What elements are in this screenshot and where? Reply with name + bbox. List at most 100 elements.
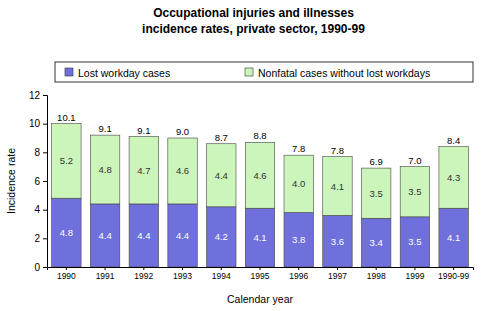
data-label: 4.1 <box>447 232 460 243</box>
x-tick-label: 1990 <box>57 271 76 281</box>
bar-segment <box>129 137 158 204</box>
data-label: 4.4 <box>137 230 150 241</box>
x-tick: 1992 <box>134 267 153 281</box>
x-tick-mark <box>105 267 106 270</box>
bar-segment <box>207 207 236 267</box>
x-tick-label: 1991 <box>96 271 115 281</box>
y-tick-label: 12 <box>29 90 41 101</box>
x-tick-label: 1994 <box>212 271 231 281</box>
bar-segment <box>361 218 390 267</box>
x-tick: 1991 <box>96 267 115 281</box>
y-tick-mark <box>43 124 47 125</box>
y-tick-label: 4 <box>34 204 40 215</box>
y-tick-mark <box>43 267 47 268</box>
x-tick-mark <box>66 267 67 270</box>
total-label: 7.8 <box>292 143 305 154</box>
bar-segment <box>90 135 119 204</box>
y-tick: 4 <box>34 204 47 215</box>
chart: Occupational injuries and illnessesincid… <box>0 0 487 311</box>
y-axis: 0 2 4 6 8 10 12 <box>29 90 48 273</box>
legend-label: Nonfatal cases without lost workdays <box>258 67 430 79</box>
x-tick-label: 1990-99 <box>438 271 469 281</box>
y-tick: 10 <box>29 118 47 129</box>
plot: 4.84.44.44.44.24.13.83.63.43.54.15.24.84… <box>29 90 474 281</box>
y-tick-label: 8 <box>34 147 40 158</box>
x-tick: 1993 <box>173 267 192 281</box>
y-tick-label: 6 <box>34 176 40 187</box>
bar-segment <box>245 208 274 267</box>
legend-box <box>55 62 473 82</box>
bar-segment <box>129 204 158 267</box>
bar-segment <box>284 155 313 212</box>
y-tick: 6 <box>34 176 47 187</box>
total-label: 9.1 <box>137 125 150 136</box>
data-label: 4.7 <box>137 165 150 176</box>
data-label: 4.1 <box>253 232 266 243</box>
bars <box>52 124 469 267</box>
bar-segment <box>168 138 197 204</box>
x-tick: 1998 <box>367 267 386 281</box>
bar-segment <box>323 215 352 267</box>
y-tick: 2 <box>34 233 47 244</box>
data-labels: 4.84.44.44.44.24.13.83.63.43.54.15.24.84… <box>57 112 460 248</box>
data-label: 4.1 <box>331 181 344 192</box>
x-tick: 1994 <box>212 267 231 281</box>
data-label: 4.3 <box>447 172 460 183</box>
total-label: 9.0 <box>176 126 189 137</box>
y-tick: 0 <box>34 262 47 273</box>
data-label: 4.4 <box>98 230 111 241</box>
legend: Lost workday casesNonfatal cases without… <box>55 62 473 82</box>
total-label: 7.8 <box>331 145 344 156</box>
x-tick-label: 1997 <box>328 271 347 281</box>
y-tick-label: 10 <box>29 118 41 129</box>
x-tick-label: 1998 <box>367 271 386 281</box>
data-label: 4.0 <box>292 178 305 189</box>
bar-segment <box>90 204 119 267</box>
total-label: 8.4 <box>447 135 460 146</box>
bar-segment <box>284 213 313 267</box>
y-tick: 12 <box>29 90 47 101</box>
data-label: 3.6 <box>331 236 344 247</box>
data-label: 4.8 <box>60 227 73 238</box>
bar-segment <box>52 198 81 267</box>
x-tick-mark <box>221 267 222 270</box>
y-tick-mark <box>43 210 47 211</box>
x-tick: 1995 <box>251 267 270 281</box>
y-tick-mark <box>43 95 47 96</box>
data-label: 3.5 <box>408 236 421 247</box>
y-axis-title: Incidence rate <box>5 148 17 214</box>
total-label: 8.8 <box>253 130 266 141</box>
data-label: 5.2 <box>60 155 73 166</box>
bar-segment <box>361 168 390 218</box>
x-tick-mark <box>260 267 261 270</box>
total-label: 10.1 <box>57 112 75 123</box>
y-tick-mark <box>43 238 47 239</box>
bar-segment <box>52 124 81 199</box>
total-label: 9.1 <box>98 123 111 134</box>
x-tick-mark <box>337 267 338 270</box>
x-tick-mark <box>376 267 377 270</box>
data-label: 4.4 <box>176 230 189 241</box>
total-label: 7.0 <box>408 155 421 166</box>
data-label: 4.4 <box>215 170 228 181</box>
bar-segment <box>400 217 429 267</box>
x-tick-mark <box>143 267 144 270</box>
data-label: 3.5 <box>408 186 421 197</box>
data-label: 3.8 <box>292 234 305 245</box>
x-tick-label: 1999 <box>405 271 424 281</box>
x-tick-label: 1995 <box>251 271 270 281</box>
y-axis-line <box>43 96 48 268</box>
y-tick-label: 2 <box>34 233 40 244</box>
x-tick: 1990-99 <box>438 267 469 281</box>
x-axis-title: Calendar year <box>227 293 293 305</box>
total-label: 8.7 <box>215 132 228 143</box>
data-label: 3.4 <box>370 237 383 248</box>
x-axis-line <box>48 268 474 271</box>
y-tick-mark <box>43 152 47 153</box>
x-tick-label: 1992 <box>134 271 153 281</box>
x-tick-label: 1993 <box>173 271 192 281</box>
bar-segment <box>207 144 236 207</box>
total-label: 6.9 <box>370 156 383 167</box>
data-label: 4.6 <box>176 165 189 176</box>
x-axis: 1990199119921993199419951996199719981999… <box>48 267 474 281</box>
